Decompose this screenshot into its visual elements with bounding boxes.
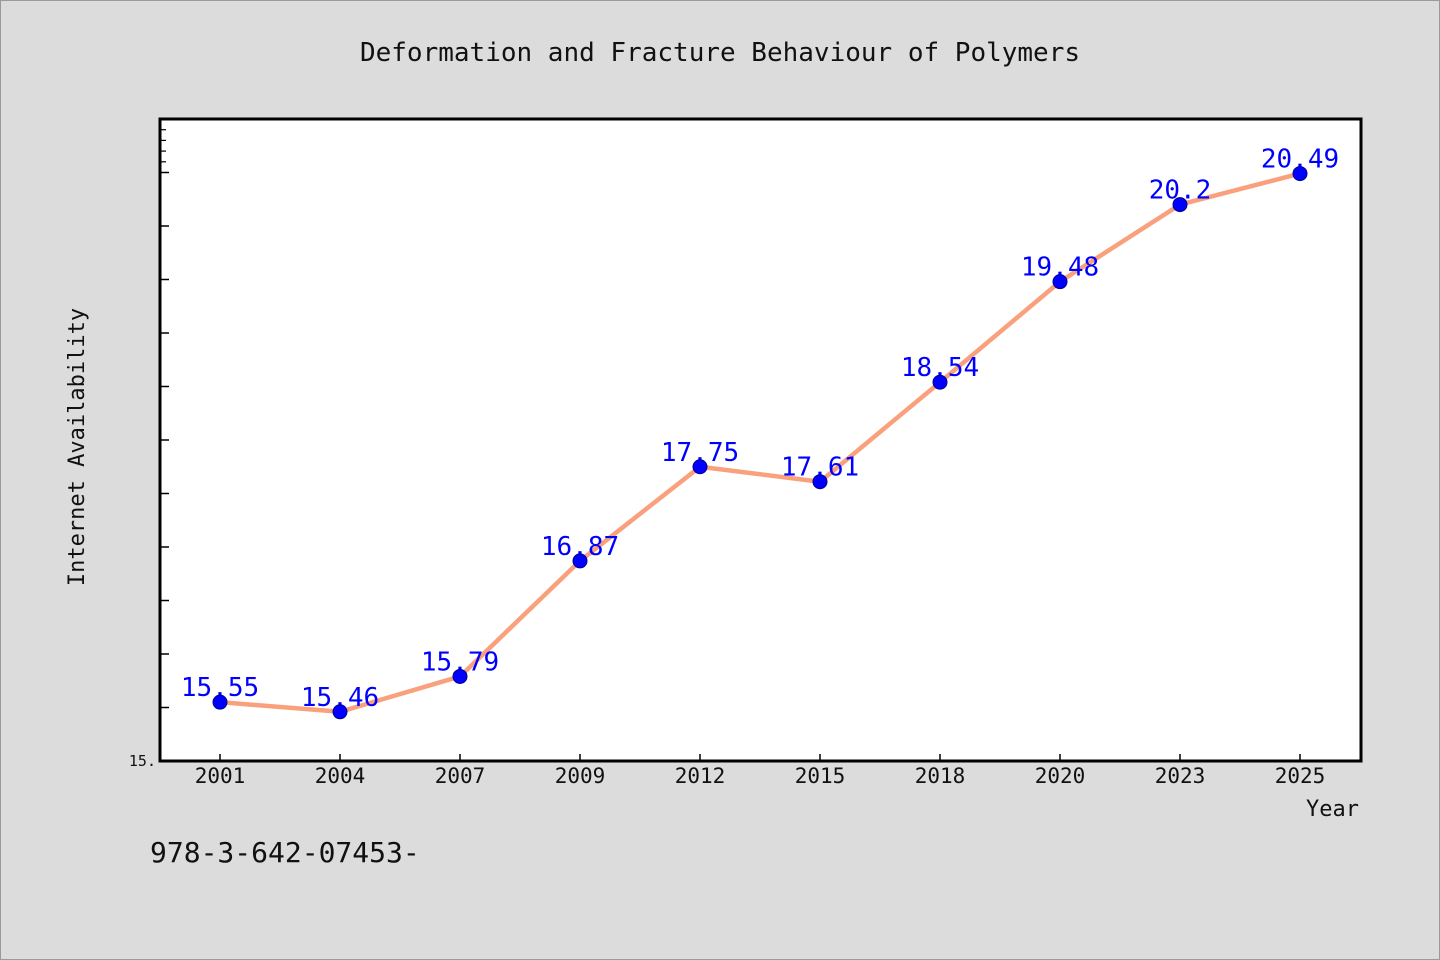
plot-area: [160, 119, 1361, 761]
x-tick-label: 2018: [915, 764, 966, 788]
data-point: [1292, 166, 1308, 182]
x-tick-label: 2007: [435, 764, 486, 788]
y-axis-label: Internet Availability: [65, 308, 90, 586]
data-point: [212, 694, 228, 710]
x-tick-label: 2012: [675, 764, 726, 788]
x-tick-label: 2001: [195, 764, 246, 788]
data-point: [1052, 274, 1068, 290]
x-tick-label: 2009: [555, 764, 606, 788]
x-tick-label: 2020: [1035, 764, 1086, 788]
series-line-group: [217, 171, 1303, 715]
data-point: [812, 474, 828, 490]
data-point: [1172, 197, 1188, 213]
x-axis-label: Year: [1306, 797, 1359, 822]
data-points-group: [212, 166, 1308, 720]
x-tick-label: 2015: [795, 764, 846, 788]
footer-text: 978-3-642-07453-: [150, 836, 420, 869]
y-axis-tick-labels: 15.: [129, 752, 156, 770]
x-tick-label: 2025: [1275, 764, 1326, 788]
data-point: [452, 668, 468, 684]
data-point: [572, 553, 588, 569]
data-point: [332, 704, 348, 720]
data-point: [932, 374, 948, 390]
chart-title: Deformation and Fracture Behaviour of Po…: [360, 38, 1080, 68]
y-tick-label: 15.: [129, 752, 156, 770]
x-tick-label: 2023: [1155, 764, 1206, 788]
x-tick-label: 2004: [315, 764, 366, 788]
plot-frame: [158, 117, 1363, 763]
data-point: [692, 459, 708, 475]
x-axis-tick-labels: 2001 2004 2007 2009 2012 2015 2018 2020 2023 2025: [195, 764, 1326, 788]
series-line: [217, 171, 1303, 715]
